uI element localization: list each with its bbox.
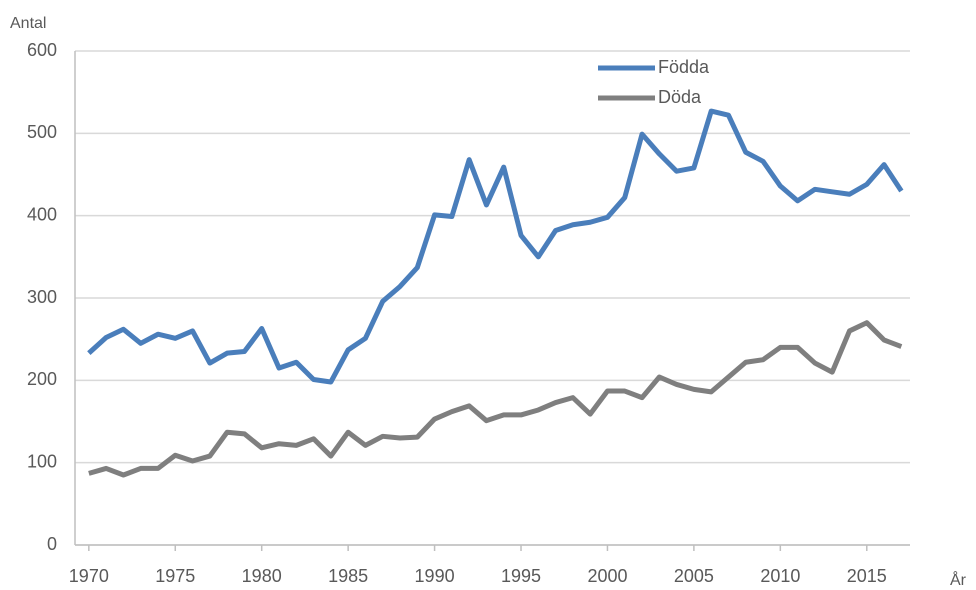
x-tick-label: 1980: [242, 566, 282, 586]
x-tick-label: 2015: [847, 566, 887, 586]
x-tick-label: 1990: [415, 566, 455, 586]
y-tick-label: 300: [27, 287, 57, 307]
x-tick-label: 1995: [501, 566, 541, 586]
y-axis-label: Antal: [10, 15, 46, 32]
y-tick-label: 600: [27, 40, 57, 60]
y-tick-label: 200: [27, 369, 57, 389]
legend-label: Döda: [658, 87, 702, 107]
y-tick-label: 100: [27, 451, 57, 471]
x-tick-label: 2000: [587, 566, 627, 586]
x-tick-label: 2005: [674, 566, 714, 586]
x-tick-label: 1975: [155, 566, 195, 586]
y-tick-label: 0: [47, 534, 57, 554]
x-tick-label: 1970: [69, 566, 109, 586]
x-tick-label: 2010: [760, 566, 800, 586]
data-line: [88, 320, 903, 478]
x-axis-label: År: [950, 570, 967, 589]
data-line: [87, 108, 904, 385]
legend-label: Födda: [658, 57, 710, 77]
y-tick-label: 400: [27, 204, 57, 224]
x-tick-label: 1985: [328, 566, 368, 586]
y-tick-label: 500: [27, 122, 57, 142]
